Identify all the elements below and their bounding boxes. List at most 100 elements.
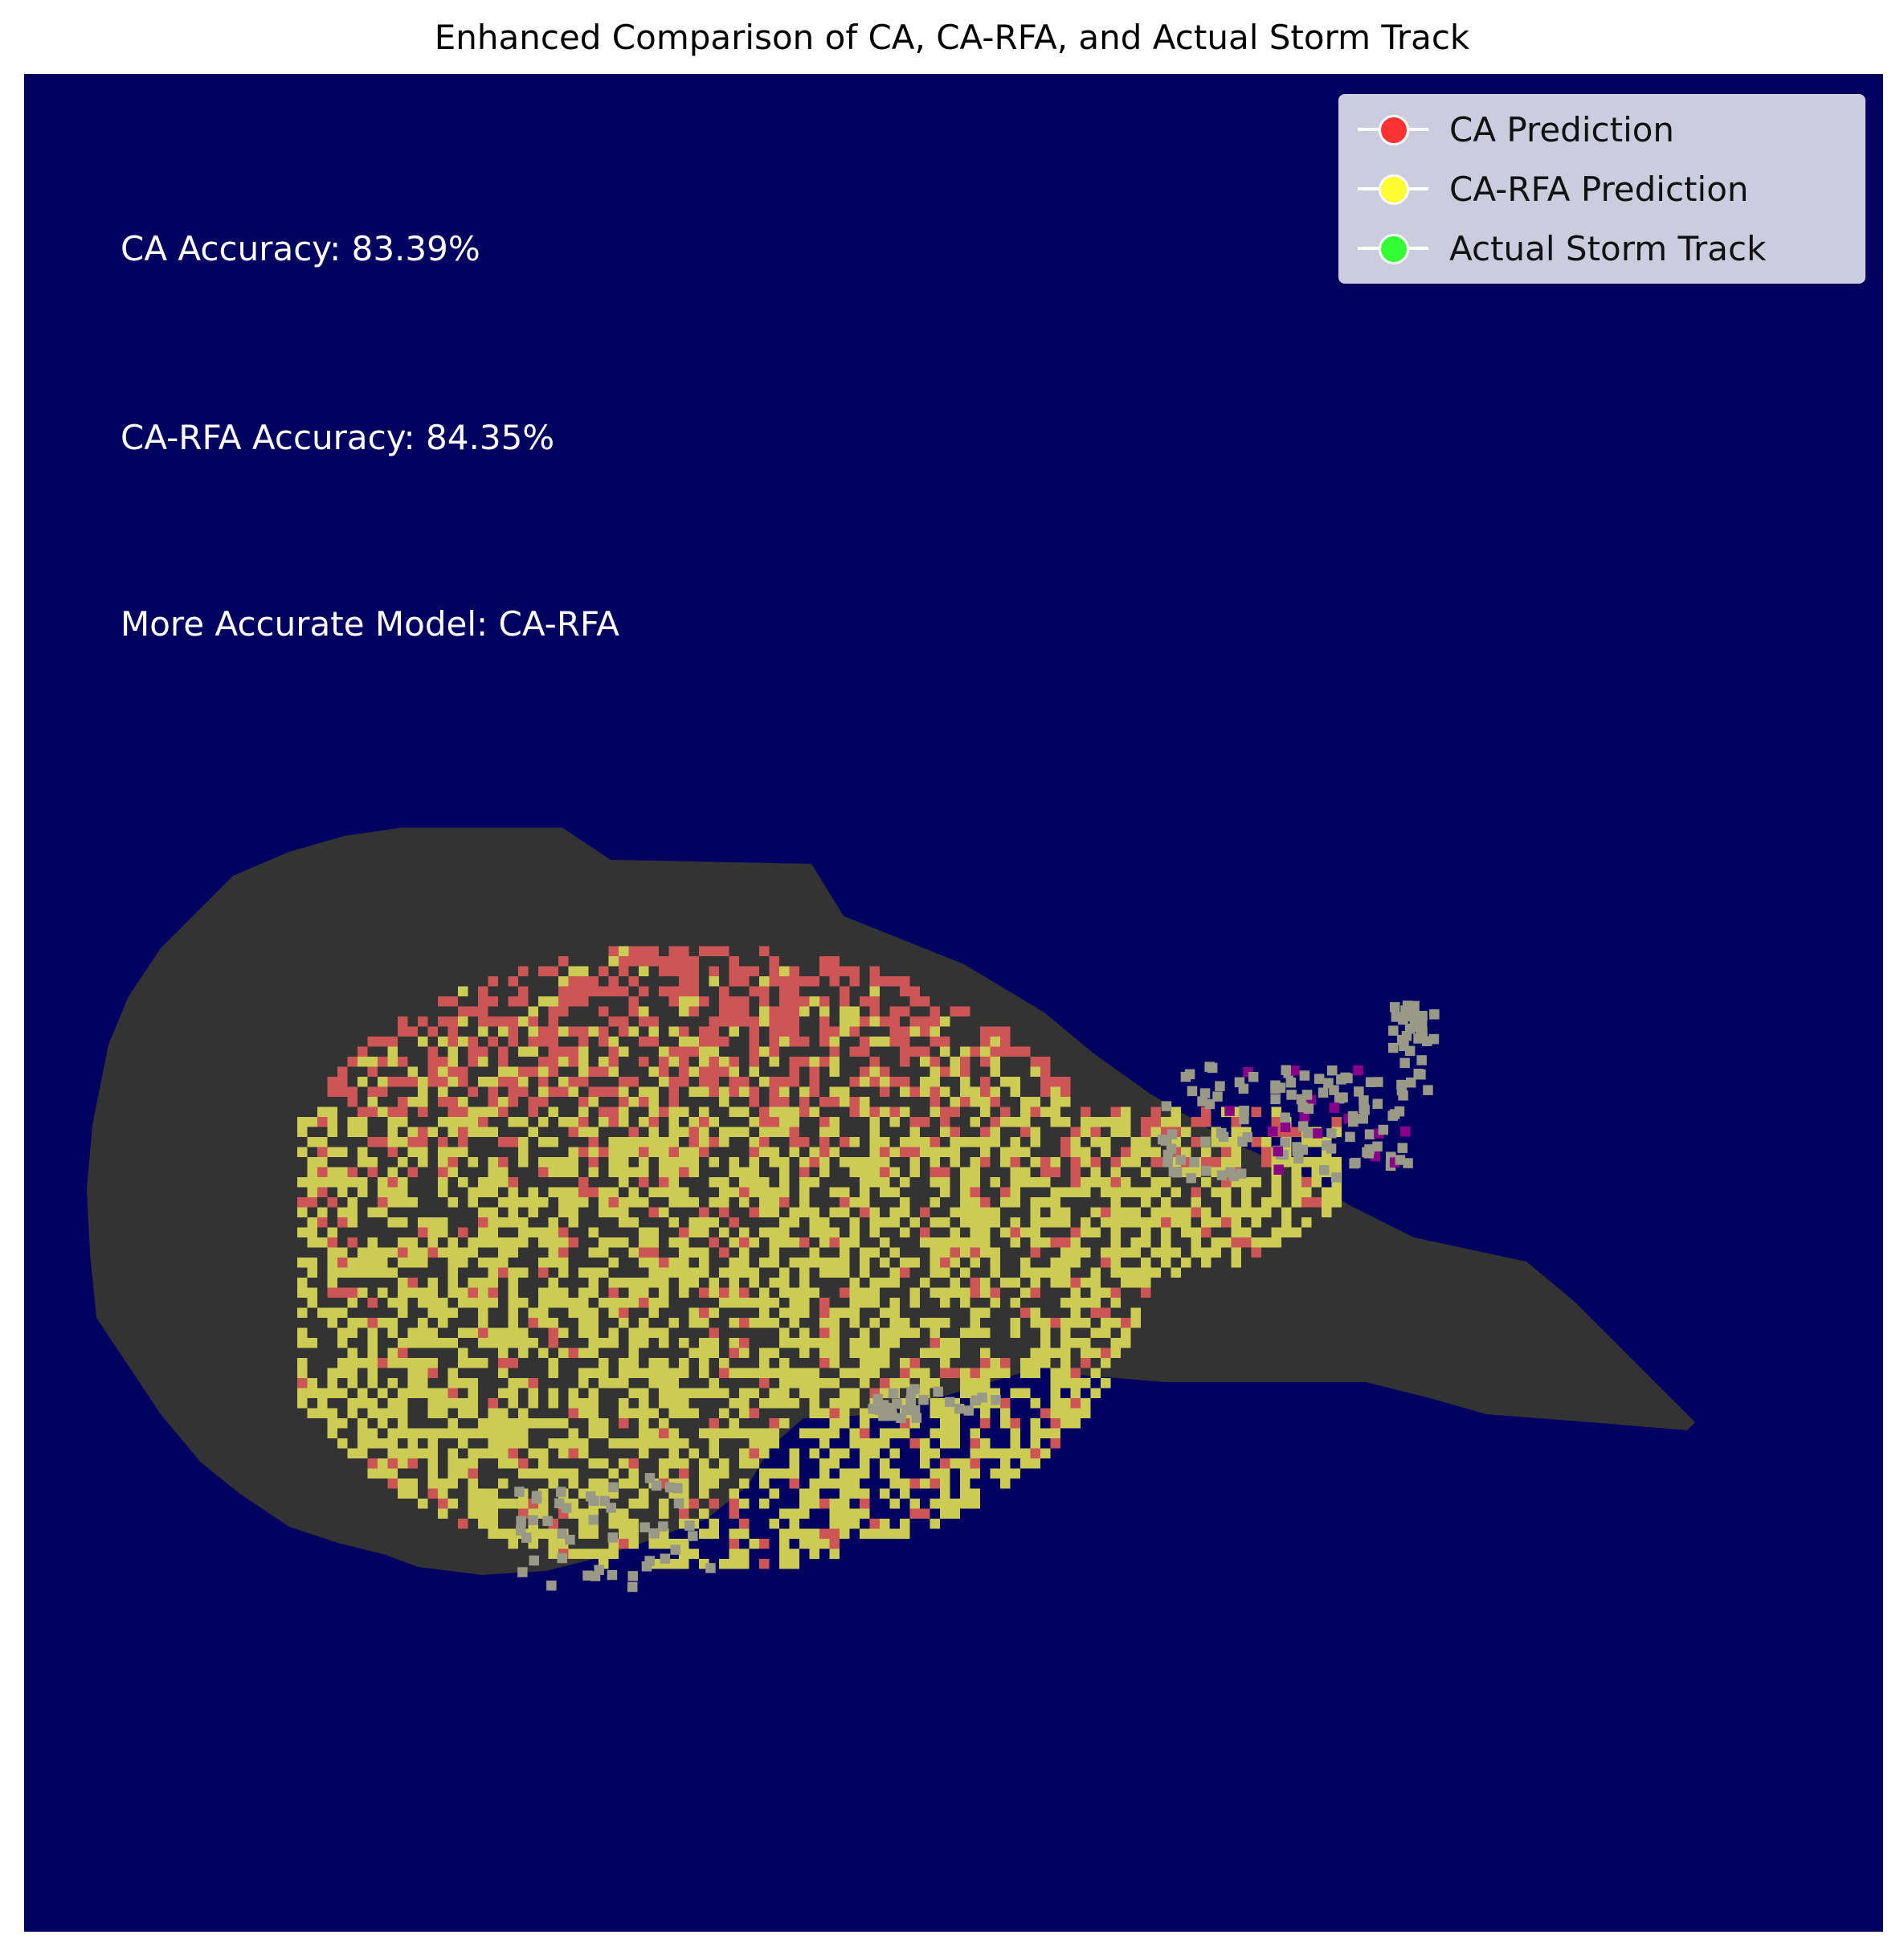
grid-cell [920, 1237, 930, 1248]
grid-cell [1030, 1438, 1040, 1449]
grid-cell [849, 1479, 860, 1489]
grid-cell [1040, 1448, 1051, 1458]
grid-cell [809, 1287, 819, 1298]
grid-cell [659, 1298, 669, 1308]
grid-cell [447, 1117, 458, 1127]
grid-cell [809, 1177, 819, 1188]
grid-cell [869, 1358, 880, 1368]
grid-cell [849, 1508, 860, 1519]
grid-cell [688, 1217, 699, 1228]
grid-cell [950, 1428, 960, 1438]
grid-cell [749, 1408, 759, 1418]
grid-cell [337, 1086, 348, 1097]
grid-cell [1040, 1177, 1051, 1188]
grid-cell [1197, 1096, 1207, 1106]
grid-cell [679, 1438, 689, 1449]
grid-cell [1110, 1338, 1121, 1348]
grid-cell [599, 1006, 609, 1016]
grid-cell [387, 1197, 398, 1208]
grid-cell [849, 1338, 860, 1348]
grid-cell [418, 1327, 428, 1338]
grid-cell [628, 1338, 639, 1348]
grid-cell [1150, 1127, 1161, 1137]
grid-cell [1130, 1318, 1141, 1328]
grid-cell [607, 1569, 618, 1581]
grid-cell [849, 1026, 860, 1037]
grid-cell [659, 1418, 669, 1429]
grid-cell [679, 966, 689, 976]
grid-cell [809, 1086, 819, 1097]
grid-cell [819, 1338, 830, 1348]
grid-cell [1130, 1307, 1141, 1318]
grid-cell [819, 1318, 830, 1328]
grid-cell [1101, 1287, 1111, 1298]
grid-cell [759, 1539, 770, 1549]
grid-cell [1261, 1197, 1272, 1208]
grid-cell [672, 1483, 683, 1494]
grid-cell [628, 1468, 639, 1479]
grid-cell [438, 1338, 448, 1348]
grid-cell [688, 966, 699, 976]
grid-cell [538, 1057, 549, 1067]
grid-cell [739, 1388, 750, 1398]
grid-cell [719, 1037, 729, 1047]
grid-cell [769, 1037, 779, 1047]
grid-cell [337, 1077, 348, 1087]
grid-cell [608, 1482, 619, 1493]
grid-cell [468, 1398, 478, 1409]
grid-cell [619, 1167, 629, 1177]
grid-cell [920, 1057, 930, 1067]
grid-cell [528, 1307, 538, 1318]
grid-cell [488, 1528, 498, 1539]
grid-cell [940, 1106, 950, 1117]
grid-cell [458, 1147, 468, 1157]
grid-cell [347, 1378, 358, 1389]
grid-cell [829, 1458, 840, 1469]
grid-cell [769, 956, 779, 967]
grid-cell [860, 1287, 870, 1298]
grid-cell [297, 1147, 308, 1157]
grid-cell [659, 1167, 669, 1177]
grid-cell [458, 1358, 468, 1368]
grid-cell [1081, 1117, 1091, 1127]
grid-cell [860, 1016, 870, 1027]
grid-cell [498, 1057, 509, 1067]
grid-cell [447, 1147, 458, 1157]
grid-cell [407, 1338, 418, 1348]
grid-cell [407, 1247, 418, 1258]
grid-cell [628, 1247, 639, 1258]
grid-cell [378, 1458, 388, 1469]
grid-cell [1030, 1157, 1040, 1168]
grid-cell [398, 1298, 408, 1308]
grid-cell [1010, 1147, 1020, 1157]
grid-cell [639, 1197, 649, 1208]
grid-cell [568, 1046, 578, 1057]
grid-cell [759, 1368, 770, 1378]
grid-cell [1020, 1097, 1031, 1107]
grid-cell [1171, 1247, 1181, 1258]
grid-cell [538, 1468, 549, 1479]
grid-cell [668, 1086, 679, 1097]
grid-cell [508, 1539, 518, 1549]
grid-cell [1090, 1167, 1101, 1177]
grid-cell [418, 1258, 428, 1268]
grid-cell [1162, 1156, 1173, 1168]
grid-cell [739, 1448, 750, 1458]
grid-cell [478, 1077, 488, 1087]
grid-cell [599, 1117, 609, 1127]
grid-cell [1000, 1106, 1011, 1117]
grid-cell [438, 1097, 448, 1107]
grid-cell [1141, 1137, 1151, 1147]
grid-cell [518, 1499, 529, 1509]
grid-cell [1161, 1247, 1171, 1258]
grid-cell [387, 1117, 398, 1127]
grid-cell [1251, 1106, 1261, 1117]
grid-cell [819, 1408, 830, 1418]
grid-cell [578, 1348, 589, 1358]
grid-cell [668, 986, 679, 996]
grid-cell [759, 1106, 770, 1117]
grid-cell [970, 1237, 980, 1248]
grid-cell [940, 1086, 950, 1097]
grid-cell [297, 1327, 308, 1338]
grid-cell [679, 996, 689, 1007]
